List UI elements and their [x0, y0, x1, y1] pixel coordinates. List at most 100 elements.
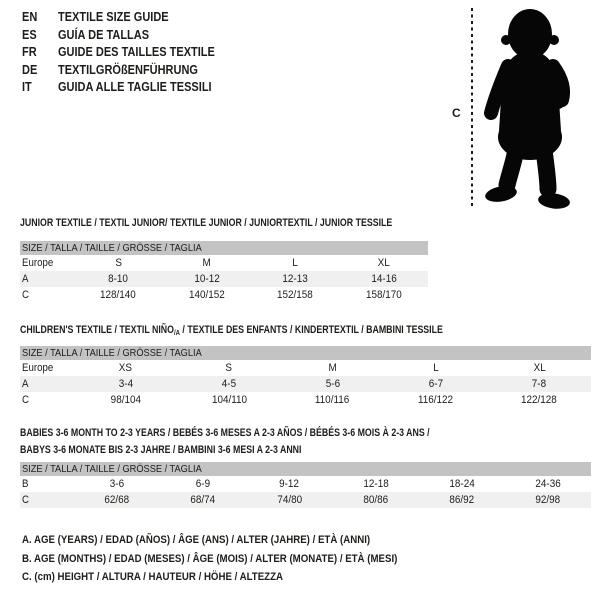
footnotes: A. AGE (YEARS) / EDAD (AÑOS) / ÂGE (ANS)…: [22, 531, 449, 587]
language-row: DE TEXTILGRÖßENFÜHRUNG: [22, 62, 236, 80]
footnote: B. AGE (MONTHS) / EDAD (MESES) / ÂGE (MO…: [22, 550, 449, 569]
language-code: DE: [22, 62, 58, 80]
height-measure-line: [471, 8, 473, 208]
table-cell: 6-7: [384, 376, 487, 392]
table-cell-value: S: [114, 256, 122, 269]
table-cell-value: 68/74: [190, 494, 216, 506]
table-cell-value: 98/104: [110, 393, 141, 406]
table-cell: 80/86: [333, 492, 419, 508]
table-cell: 3-4: [74, 376, 177, 392]
row-label-text: A: [22, 377, 29, 390]
table-title: CHILDREN'S TEXTILE / TEXTIL NIÑO/A / TEX…: [20, 322, 591, 339]
table-header-text: SIZE / TALLA / TAILLE / GRÖSSE / TAGLIA: [22, 463, 202, 475]
table-title-line: BABIES 3-6 MONTH TO 2-3 YEARS / BEBÉS 3-…: [20, 425, 591, 442]
row-label: C: [20, 492, 74, 508]
table-cell: 92/98: [505, 492, 591, 508]
table-cell: M: [281, 360, 384, 376]
table-cell: S: [74, 255, 163, 271]
language-row: ES GUÍA DE TALLAS: [22, 27, 236, 45]
table-cell-value: 3-6: [109, 478, 125, 490]
table-row: B 3-6 6-9 9-12 12-18 18-24 24-36: [20, 476, 591, 492]
title-text: BABIES 3-6 MONTH TO 2-3 YEARS / BEBÉS 3-…: [20, 427, 430, 439]
table-cell-value: 4-5: [221, 377, 237, 390]
table-row: C 62/68 68/74 74/80 80/86 86/92 92/98: [20, 492, 591, 508]
table-cell-value: 5-6: [325, 377, 340, 390]
table-cell-value: 6-7: [428, 377, 444, 390]
table-title-line: JUNIOR TEXTILE / TEXTIL JUNIOR/ TEXTILE …: [20, 215, 428, 232]
size-table: SIZE / TALLA / TAILLE / GRÖSSE / TAGLIA …: [20, 240, 428, 303]
table-cell-value: 12-13: [282, 272, 308, 285]
table-title: BABIES 3-6 MONTH TO 2-3 YEARS / BEBÉS 3-…: [20, 425, 591, 458]
table-cell: XL: [340, 255, 429, 271]
table-cell: 110/116: [281, 392, 384, 408]
table-row: C 128/140 140/152 152/158 158/170: [20, 287, 428, 303]
table-cell: 14-16: [340, 271, 429, 287]
table-header-text: SIZE / TALLA / TAILLE / GRÖSSE / TAGLIA: [22, 346, 202, 359]
row-label: A: [20, 271, 74, 287]
table-cell: 122/128: [488, 392, 591, 408]
language-row: EN TEXTILE SIZE GUIDE: [22, 9, 236, 27]
size-table-children: CHILDREN'S TEXTILE / TEXTIL NIÑO/A / TEX…: [20, 322, 591, 408]
row-label-text: A: [22, 272, 29, 285]
row-label-text: Europe: [22, 256, 54, 269]
language-label: GUIDA ALLE TAGLIE TESSILI: [58, 80, 212, 94]
table-cell: 18-24: [419, 476, 505, 492]
table-cell-value: 18-24: [449, 478, 475, 490]
table-cell-value: S: [225, 361, 233, 374]
table-title-line: BABYS 3-6 MONATE BIS 2-3 JAHRE / BAMBINI…: [20, 442, 591, 459]
language-label: GUIDE DES TAILLES TEXTILE: [58, 45, 215, 59]
table-cell: 12-18: [333, 476, 419, 492]
table-cell-value: 158/170: [365, 288, 402, 301]
table-header-bar: SIZE / TALLA / TAILLE / GRÖSSE / TAGLIA: [20, 462, 591, 476]
table-cell-value: 8-10: [108, 272, 129, 285]
table-cell: 24-36: [505, 476, 591, 492]
footnote-text: A. AGE (YEARS) / EDAD (AÑOS) / ÂGE (ANS)…: [22, 534, 371, 546]
table-cell-value: 12-18: [362, 478, 389, 490]
table-cell: XS: [74, 360, 177, 376]
table-cell: 140/152: [163, 287, 252, 303]
table-rows: Europe XS S M L XL A 3-4 4-5 5-6 6-7 7-8 C 98/104 104/…: [20, 360, 591, 408]
row-label: A: [20, 376, 74, 392]
table-cell-value: 140/152: [188, 288, 225, 301]
row-label: Europe: [20, 255, 74, 271]
row-label-text: C: [22, 393, 29, 406]
size-table: SIZE / TALLA / TAILLE / GRÖSSE / TAGLIA …: [20, 345, 591, 408]
table-cell: 116/122: [384, 392, 487, 408]
language-row: IT GUIDA ALLE TAGLIE TESSILI: [22, 79, 236, 97]
table-cell: 5-6: [281, 376, 384, 392]
footnote-text: B. AGE (MONTHS) / EDAD (MESES) / ÂGE (MO…: [22, 552, 398, 565]
size-table-junior: JUNIOR TEXTILE / TEXTIL JUNIOR/ TEXTILE …: [20, 215, 428, 303]
table-cell: 12-13: [251, 271, 340, 287]
table-cell: S: [177, 360, 280, 376]
table-header-bar: SIZE / TALLA / TAILLE / GRÖSSE / TAGLIA: [20, 240, 428, 255]
language-code-text: DE: [22, 62, 38, 77]
table-cell: 8-10: [74, 271, 163, 287]
table-cell: XL: [488, 360, 591, 376]
row-label: C: [20, 392, 74, 408]
table-header-text: SIZE / TALLA / TAILLE / GRÖSSE / TAGLIA: [22, 241, 202, 254]
title-subscript: /A: [173, 328, 180, 337]
table-cell: 3-6: [74, 476, 160, 492]
row-label-text: Europe: [22, 361, 54, 374]
table-cell-value: 116/122: [418, 393, 454, 406]
language-label: TEXTILGRÖßENFÜHRUNG: [58, 62, 198, 77]
footnote: A. AGE (YEARS) / EDAD (AÑOS) / ÂGE (ANS)…: [22, 531, 449, 550]
table-cell: 6-9: [160, 476, 246, 492]
table-row: Europe XS S M L XL: [20, 360, 591, 376]
language-code: ES: [22, 27, 58, 45]
table-cell: 9-12: [246, 476, 332, 492]
measure-line-label: C: [452, 106, 461, 120]
table-cell: 4-5: [177, 376, 280, 392]
table-rows: Europe S M L XL A 8-10 10-12 12-13 14-16 C 128/140 1…: [20, 255, 428, 303]
language-code-text: ES: [22, 27, 37, 42]
language-label: TEXTILE SIZE GUIDE: [58, 10, 169, 24]
title-text: / TEXTILE DES ENFANTS / KINDERTEXTIL / B…: [179, 324, 443, 336]
table-cell: 68/74: [160, 492, 246, 508]
row-label: Europe: [20, 360, 74, 376]
table-cell-value: 74/80: [277, 494, 302, 506]
table-cell-value: XL: [533, 361, 546, 374]
table-cell-value: 24-36: [535, 478, 561, 490]
row-label-text: C: [22, 288, 29, 301]
table-cell-value: XS: [119, 361, 133, 374]
